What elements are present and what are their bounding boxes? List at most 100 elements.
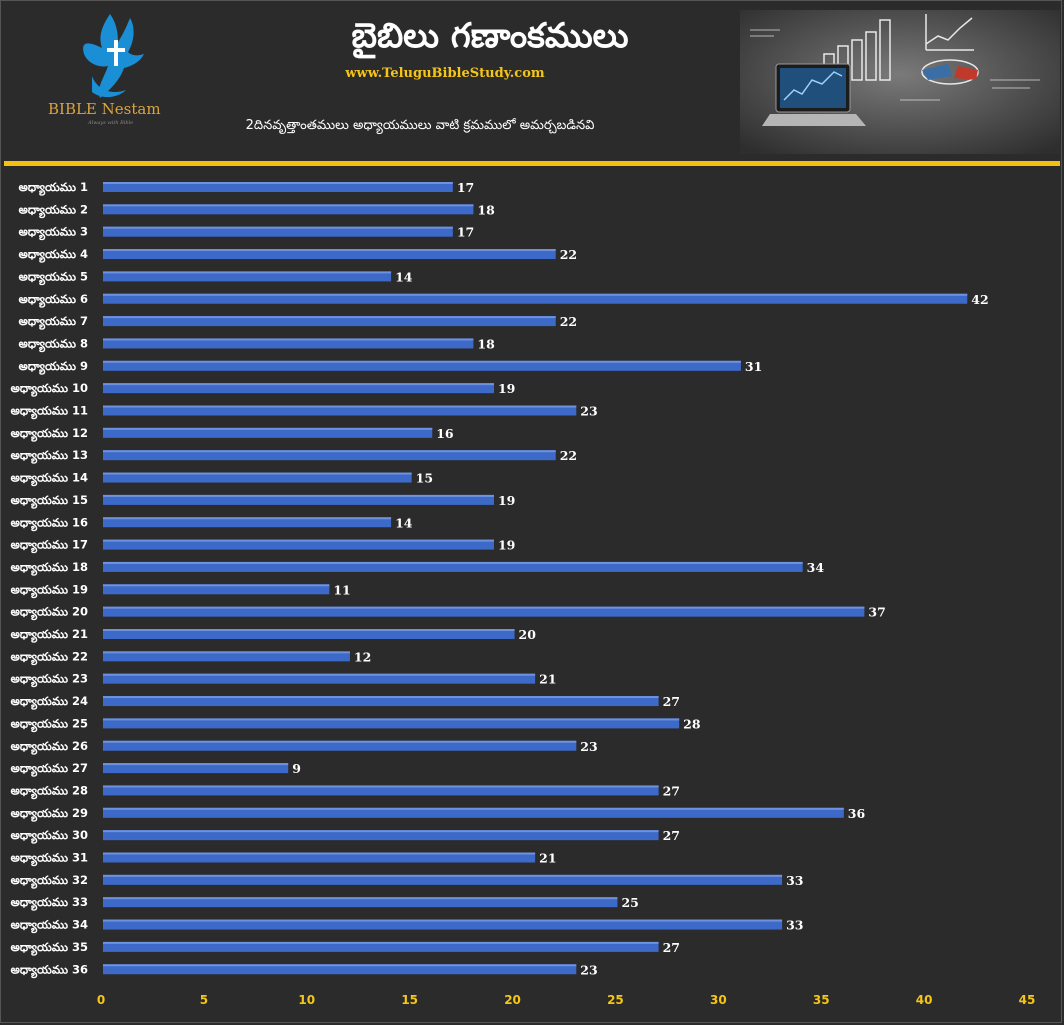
bar-highlight (103, 427, 433, 430)
category-label: అధ్యాయము 13 (11, 448, 88, 464)
category-label: అధ్యాయము 34 (11, 918, 88, 934)
bar (103, 740, 577, 751)
bar-highlight (103, 472, 412, 475)
bar (103, 204, 474, 215)
value-label: 27 (663, 940, 680, 955)
category-label: అధ్యాయము 11 (11, 404, 88, 420)
bar-highlight (103, 740, 577, 743)
category-label: అధ్యాయము 7 (19, 314, 88, 330)
bar (103, 718, 680, 729)
bar-highlight (103, 561, 803, 564)
category-label: అధ్యాయము 18 (11, 560, 88, 576)
bar (103, 673, 536, 684)
website-link[interactable]: www.TeluguBibleStudy.com (345, 66, 545, 81)
bar-chart: అధ్యాయము 1 17 అధ్యాయము 2 18 అధ్యాయము 3 17 అధ్య… (11, 180, 1036, 1007)
bar (103, 494, 494, 505)
category-label: అధ్యాయము 3 (19, 225, 88, 241)
category-label: అధ్యాయము 12 (11, 426, 88, 442)
bar (103, 316, 556, 327)
value-label: 18 (477, 202, 495, 217)
value-label: 9 (292, 761, 301, 776)
bar (103, 919, 783, 930)
category-label: అధ్యాయము 17 (11, 538, 88, 554)
logo-tagline: Always with Bible (88, 120, 134, 126)
category-label: అధ్యాయము 33 (11, 895, 88, 911)
value-label: 22 (560, 448, 577, 463)
x-tick-label: 5 (200, 993, 208, 1007)
value-label: 14 (395, 269, 413, 284)
bar (103, 785, 659, 796)
category-label: అధ్యాయము 15 (11, 493, 88, 509)
category-label: అధ్యాయము 30 (11, 828, 88, 844)
bar-highlight (103, 293, 968, 296)
bar (103, 941, 659, 952)
bar (103, 360, 741, 371)
bar (103, 651, 350, 662)
value-label: 33 (786, 918, 803, 933)
page-title: బైబిలు గణాంకములు (351, 16, 629, 56)
bar-highlight (103, 249, 556, 252)
x-tick-label: 20 (504, 993, 521, 1007)
value-label: 19 (498, 381, 515, 396)
logo-name: BIBLE Nestam (48, 100, 161, 118)
bar-highlight (103, 182, 453, 184)
bar-highlight (103, 539, 494, 542)
category-label: అధ్యాయము 32 (11, 873, 88, 889)
bar (103, 293, 968, 304)
value-label: 27 (663, 783, 680, 798)
x-tick-label: 25 (607, 993, 624, 1007)
category-label: అధ్యాయము 10 (11, 381, 88, 397)
category-label: అధ్యాయము 6 (19, 292, 88, 308)
category-label: అధ్యాయము 5 (19, 269, 88, 285)
category-label: అధ్యాయము 8 (19, 336, 88, 352)
bar (103, 830, 659, 841)
bar (103, 807, 844, 818)
value-label: 25 (621, 895, 638, 910)
category-label: అధ్యాయము 14 (11, 471, 88, 487)
header: BIBLE Nestam Always with Bible బైబిలు గణ… (0, 0, 1064, 160)
x-tick-label: 35 (813, 993, 830, 1007)
category-label: అధ్యాయము 26 (11, 739, 88, 755)
bar (103, 852, 536, 863)
category-label: అధ్యాయము 23 (11, 672, 88, 688)
bar (103, 606, 865, 617)
bar-highlight (103, 718, 680, 721)
category-label: అధ్యాయము 29 (11, 806, 88, 822)
bar (103, 964, 577, 975)
value-label: 36 (848, 806, 866, 821)
bar-highlight (103, 763, 289, 766)
bar-highlight (103, 338, 474, 341)
category-label: అధ్యాయము 31 (11, 851, 88, 867)
bar-highlight (103, 226, 453, 229)
bar-highlight (103, 584, 330, 587)
x-tick-label: 40 (916, 993, 933, 1007)
bar (103, 561, 803, 572)
dove-logo-icon (83, 14, 144, 98)
bar-highlight (103, 606, 865, 609)
value-label: 20 (519, 627, 537, 642)
bar-highlight (103, 405, 577, 408)
bar-highlight (103, 204, 474, 207)
x-tick-label: 15 (401, 993, 418, 1007)
bar-highlight (103, 673, 536, 676)
value-label: 33 (786, 873, 803, 888)
bar (103, 763, 289, 774)
bar (103, 427, 433, 438)
bar (103, 226, 453, 237)
category-label: అధ్యాయము 21 (11, 627, 88, 643)
bar-highlight (103, 897, 618, 900)
value-label: 11 (333, 582, 350, 597)
bar (103, 472, 412, 483)
bar (103, 405, 577, 416)
bar-highlight (103, 785, 659, 788)
bar (103, 897, 618, 908)
bar (103, 584, 330, 595)
bar-highlight (103, 450, 556, 453)
bar (103, 629, 515, 639)
value-label: 27 (663, 828, 680, 843)
bar (103, 271, 392, 282)
value-label: 22 (560, 247, 577, 262)
value-label: 21 (539, 851, 556, 866)
value-label: 23 (580, 739, 597, 754)
category-label: అధ్యాయము 9 (19, 359, 88, 375)
